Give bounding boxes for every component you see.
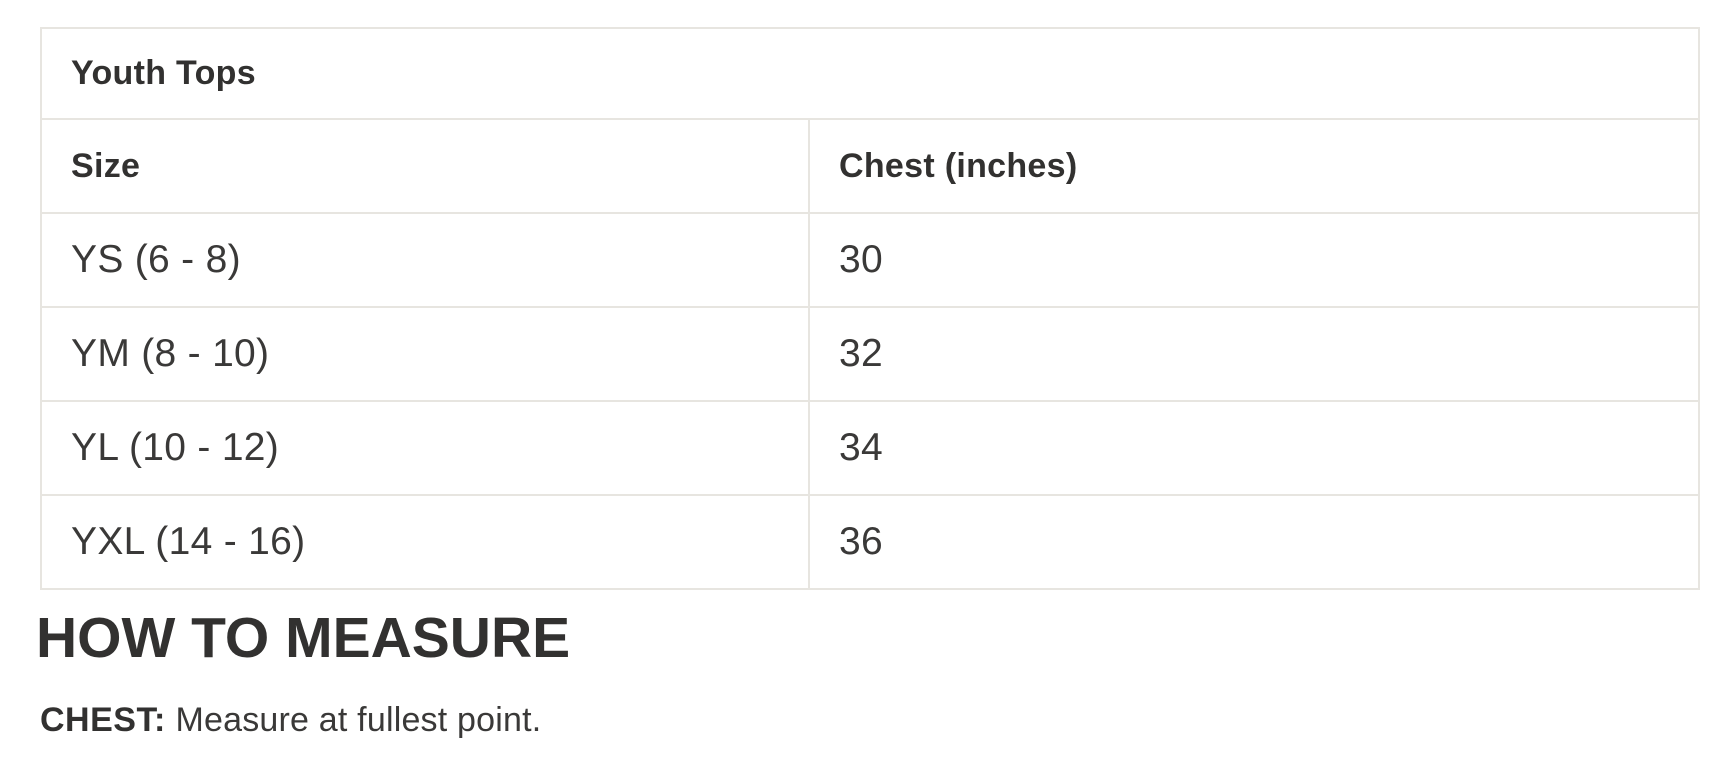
chest-cell: 32 (807, 306, 1701, 402)
chest-cell: 34 (807, 400, 1701, 496)
chest-measure-instruction: CHEST: Measure at fullest point. (40, 700, 1698, 741)
table-row: YL (10 - 12) 34 (40, 400, 1701, 496)
instruction-label: CHEST: (40, 701, 166, 740)
table-row: YM (8 - 10) 32 (40, 306, 1701, 402)
table-row: YXL (14 - 16) 36 (40, 494, 1701, 590)
table-row: YS (6 - 8) 30 (40, 212, 1701, 308)
size-chart-table: Youth Tops Size Chest (inches) YS (6 - 8… (39, 27, 1701, 590)
table-title: Youth Tops (39, 27, 1701, 120)
size-cell: YS (6 - 8) (40, 212, 810, 308)
how-to-measure-heading: HOW TO MEASURE (36, 606, 571, 670)
table-header-row: Size Chest (inches) (40, 118, 1701, 214)
size-guide-page: Youth Tops Size Chest (inches) YS (6 - 8… (36, 27, 1701, 741)
chest-cell: 36 (807, 494, 1701, 590)
table-title-row: Youth Tops (39, 27, 1701, 120)
column-header-size: Size (40, 118, 810, 214)
size-cell: YL (10 - 12) (40, 400, 810, 496)
chest-cell: 30 (807, 212, 1701, 308)
size-cell: YM (8 - 10) (40, 306, 810, 402)
column-header-chest: Chest (inches) (807, 118, 1701, 214)
size-cell: YXL (14 - 16) (40, 494, 810, 590)
instruction-text: Measure at fullest point. (175, 701, 542, 740)
